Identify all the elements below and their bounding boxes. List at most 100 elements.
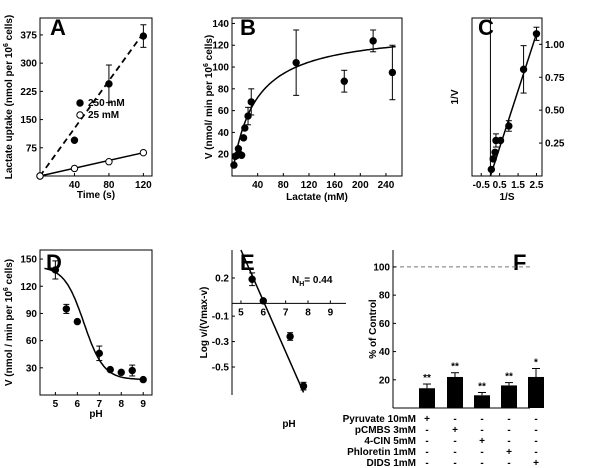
x-tick-label: 2.5 (530, 180, 544, 191)
data-point (95, 349, 103, 358)
panel-label: A (50, 15, 66, 40)
plot-frame (231, 17, 403, 177)
y-tick-label: 1.00 (545, 40, 565, 51)
treatment-sign: - (534, 447, 537, 458)
y-tick-label: 120 (20, 282, 37, 293)
significance-mark: * (534, 358, 538, 369)
bar (474, 395, 490, 408)
significance-mark: ** (505, 372, 513, 383)
data-point (487, 165, 496, 174)
x-axis-label: Lactate (mM) (286, 192, 348, 203)
x-tick-label: 0.5 (493, 180, 507, 191)
data-point (117, 368, 125, 377)
fit-curve (232, 45, 396, 169)
y-tick-label: 120 (212, 41, 229, 52)
treatment-label: pCMBS 3mM (355, 425, 416, 436)
x-axis-label: pH (89, 409, 102, 420)
data-point (128, 366, 136, 375)
data-point (241, 124, 249, 132)
x-tick-label: 160 (326, 180, 343, 191)
data-point (239, 134, 248, 142)
data-point (105, 158, 113, 166)
treatment-sign: - (507, 425, 510, 436)
bar (419, 388, 435, 408)
x-tick-label: 5 (53, 399, 59, 410)
data-point (139, 375, 147, 384)
treatment-sign: - (480, 425, 483, 436)
data-point (340, 77, 348, 85)
y-tick-label: 80 (379, 291, 391, 302)
data-point (532, 30, 541, 38)
data-point (51, 266, 60, 274)
panel-b: B 40 80 120 160 200 240 20 40 60 80 100 120 140 Lactat… (203, 15, 403, 203)
data-point (519, 65, 528, 74)
x-tick-label: 9 (328, 307, 334, 318)
x-tick-label: 7 (283, 307, 289, 318)
x-tick-label: 6 (75, 399, 81, 410)
treatment-sign: - (453, 458, 456, 468)
x-tick-label: 80 (103, 180, 115, 191)
treatment-sign: - (425, 447, 428, 458)
treatment-sign: + (424, 414, 430, 425)
y-tick-label: 60 (379, 319, 391, 330)
data-point (286, 332, 294, 341)
treatment-sign: - (480, 414, 483, 425)
treatment-label: Pyruvate 10mM (343, 414, 416, 425)
y-tick-label: 0.2 (215, 273, 229, 284)
treatment-sign: - (453, 447, 456, 458)
treatment-sign: + (452, 425, 458, 436)
treatment-sign: - (534, 436, 537, 447)
treatment-sign: + (506, 447, 512, 458)
treatment-sign: - (425, 458, 428, 468)
plot-frame (39, 249, 153, 396)
x-tick-label: 40 (69, 180, 81, 191)
panel-a: A 40 80 120 75 150 225 300 375 Time (s) Lactate up… (3, 15, 153, 201)
treatment-sign: - (453, 414, 456, 425)
significance-mark: ** (451, 362, 459, 373)
y-tick-label: 0.25 (545, 139, 565, 150)
treatment-sign: - (480, 458, 483, 468)
x-tick-label: 120 (301, 180, 318, 191)
legend-marker (76, 111, 84, 119)
panel-label: B (240, 15, 256, 40)
x-axis-label: pH (282, 419, 295, 430)
y-tick-label: 225 (20, 87, 37, 98)
significance-mark: ** (423, 373, 431, 384)
y-tick-label: 80 (218, 84, 230, 95)
x-axis-label: Time (s) (77, 190, 115, 201)
y-axis-label: V (nmol/ min per 106 cells) (203, 35, 215, 160)
legend-marker (76, 99, 84, 107)
legend-label: 25 mM (88, 110, 119, 121)
treatment-label: DIDS 1mM (367, 458, 416, 468)
treatment-sign: + (479, 436, 485, 447)
x-tick-label: 1.5 (511, 180, 525, 191)
data-point (237, 151, 246, 159)
data-point (36, 172, 44, 180)
data-point (489, 155, 497, 163)
x-tick-label: 8 (305, 307, 311, 318)
data-point (491, 148, 499, 157)
data-point (299, 382, 308, 390)
panel-label: F (513, 250, 526, 275)
y-tick-label: 150 (20, 255, 37, 266)
y-axis-label: % of Control (368, 299, 379, 359)
y-tick-label: -0.1 (212, 312, 230, 323)
y-tick-label: 100 (212, 63, 229, 74)
treatment-sign: + (533, 458, 539, 468)
data-point (244, 112, 252, 120)
significance-mark: ** (478, 381, 486, 392)
treatment-sign: - (507, 414, 510, 425)
bar (501, 385, 517, 408)
data-point (292, 58, 300, 67)
data-point (139, 32, 148, 40)
data-point (106, 365, 114, 374)
y-tick-label: 90 (26, 309, 38, 320)
treatment-sign: - (453, 436, 456, 447)
treatment-label: Phloretin 1mM (347, 447, 416, 458)
x-tick-label: 40 (252, 180, 264, 191)
y-tick-label: 0.50 (545, 106, 565, 117)
x-tick-label: 120 (135, 180, 152, 191)
y-tick-label: 40 (379, 347, 391, 358)
